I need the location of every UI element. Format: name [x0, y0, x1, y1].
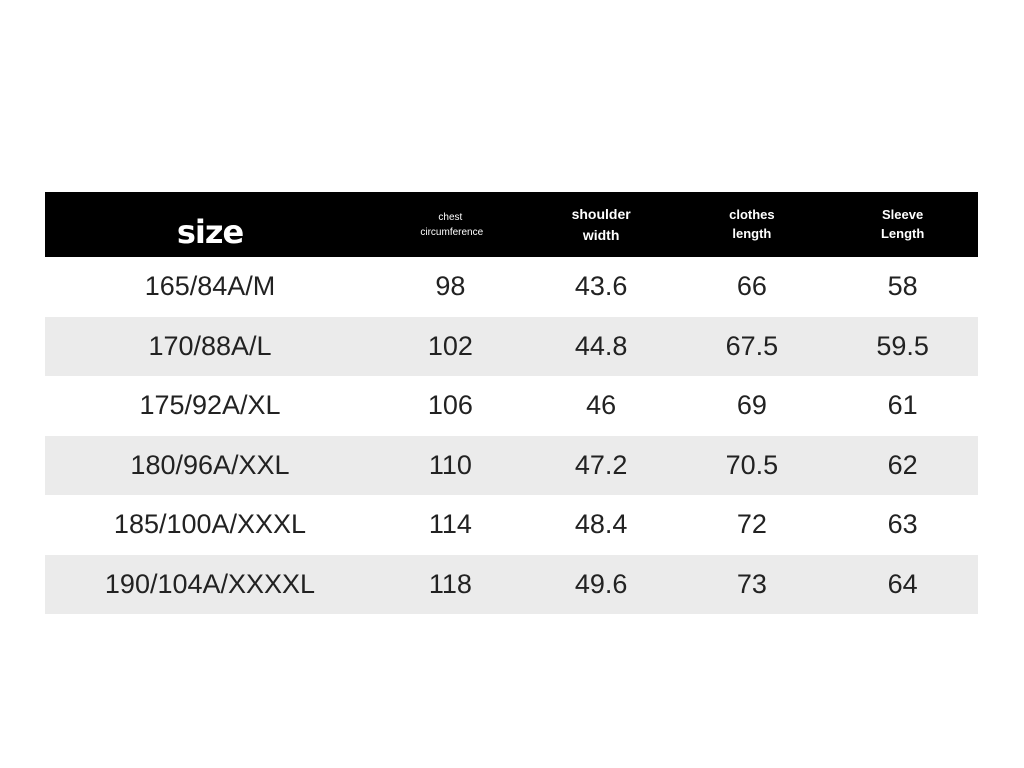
- table-cell: 43.6: [574, 271, 628, 302]
- size-table: size chest circumference shoulder width …: [45, 192, 978, 614]
- table-cell: 49.6: [574, 568, 628, 599]
- table-cell: 106: [427, 390, 473, 421]
- table-row: 170/88A/L 102 44.8 67.5 59.5: [45, 316, 978, 376]
- table-cell: 190/104A/XXXXL: [104, 568, 316, 599]
- header-text: size: [176, 213, 244, 252]
- table-cell: 58: [887, 271, 918, 302]
- table-cell: 170/88A/L: [148, 330, 272, 361]
- table-row: 190/104A/XXXXL 118 49.6 73 64: [45, 554, 978, 614]
- header-text: shoulder width: [571, 206, 631, 243]
- table-row: 175/92A/XL 106 46 69 61: [45, 376, 978, 436]
- table-cell: 102: [427, 330, 473, 361]
- table-cell: 47.2: [574, 449, 628, 480]
- table-cell: 72: [736, 509, 767, 540]
- header-text: chest circumference: [420, 211, 484, 238]
- header-cell: shoulder width: [526, 204, 677, 245]
- table-cell: 64: [887, 568, 918, 599]
- table-cell: 70.5: [725, 449, 779, 480]
- table-cell: 118: [428, 568, 472, 599]
- table-row: 180/96A/XXL 110 47.2 70.5 62: [45, 435, 978, 495]
- table-cell: 59.5: [876, 330, 929, 361]
- table-cell: 110: [428, 449, 472, 480]
- header-cell: size: [45, 193, 375, 255]
- table-cell: 114: [428, 509, 472, 540]
- table-cell: 46: [586, 390, 617, 421]
- table-cell: 69: [736, 390, 767, 421]
- header-row: size chest circumference shoulder width …: [45, 192, 978, 257]
- table-row: 165/84A/M 98 43.6 66 58: [45, 257, 978, 317]
- table-cell: 185/100A/XXXL: [113, 509, 307, 540]
- table-cell: 73: [736, 568, 767, 599]
- table-cell: 63: [887, 509, 918, 540]
- header-text: clothes length: [729, 206, 775, 241]
- table-cell: 48.4: [574, 509, 628, 540]
- table-cell: 165/84A/M: [144, 271, 276, 302]
- table-cell: 44.8: [574, 330, 628, 361]
- table-cell: 67.5: [725, 330, 779, 361]
- table-cell: 180/96A/XXL: [130, 449, 290, 480]
- table-cell: 66: [736, 271, 767, 302]
- table-cell: 98: [435, 271, 466, 302]
- header-cell: clothes length: [677, 206, 828, 244]
- table-cell: 61: [887, 390, 918, 421]
- header-text: Sleeve Length: [880, 206, 925, 241]
- table-cell: 175/92A/XL: [139, 390, 281, 421]
- header-cell: Sleeve Length: [827, 206, 978, 244]
- header-cell: chest circumference: [375, 210, 526, 240]
- table-cell: 62: [887, 449, 918, 480]
- table-row: 185/100A/XXXL 114 48.4 72 63: [45, 495, 978, 555]
